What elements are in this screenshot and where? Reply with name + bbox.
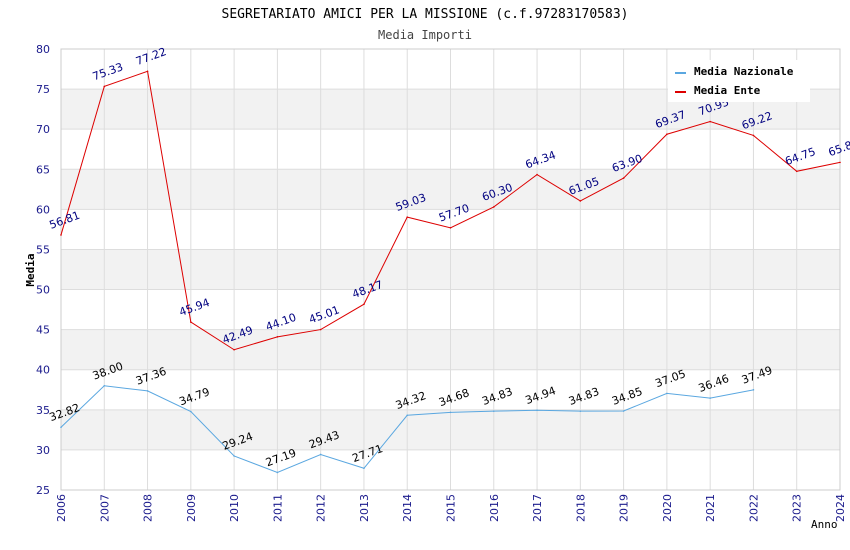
y-axis-label: Media [24,253,37,286]
point-media-ente-2007 [103,85,106,88]
point-media-nazionale-2020 [666,392,668,395]
point-media-ente-2013 [363,303,365,306]
point-media-ente-2019 [622,177,625,179]
point-media-nazionale-2009 [190,410,192,413]
data-label-media-ente-2007: 75.33 [91,60,125,83]
legend-label-media-nazionale: Media Nazionale [694,65,794,78]
x-tick-label-2018: 2018 [574,494,587,522]
point-media-ente-2015 [449,227,452,229]
point-media-ente-2009 [190,321,192,323]
data-label-media-nazionale-2014: 34.32 [394,389,428,412]
data-label-media-ente-2023: 64.75 [783,145,817,168]
x-tick-label-2013: 2013 [358,494,371,522]
grid-lines [60,48,841,491]
x-tick-label-2008: 2008 [142,494,155,522]
point-media-nazionale-2015 [449,411,452,414]
x-axis-label: Anno [811,518,838,531]
legend-box [668,60,810,102]
point-media-nazionale-2006 [60,426,62,429]
point-media-ente-2008 [146,70,149,73]
legend: Media Nazionale Media Ente [668,60,810,102]
x-tick-label-2020: 2020 [661,494,674,522]
point-media-nazionale-2017 [536,409,538,412]
point-media-ente-2010 [233,348,235,351]
point-media-nazionale-2012 [319,453,322,456]
point-media-nazionale-2016 [492,410,495,412]
x-tick-label-2011: 2011 [271,494,284,522]
data-label-media-nazionale-2015: 34.68 [437,386,471,409]
x-tick-label-2021: 2021 [704,494,717,522]
point-media-ente-2020 [666,133,668,136]
data-label-media-ente-2006: 56.81 [48,209,82,232]
y-tick-label-50: 50 [36,284,50,297]
point-media-ente-2024 [839,161,841,164]
x-tick-label-2024: 2024 [834,494,847,522]
x-axis-ticks: 2006 2007 2008 2009 2010 2011 2012 2013 2014 2015… [55,494,847,522]
point-media-nazionale-2014 [406,414,409,417]
x-tick-label-2017: 2017 [531,494,544,522]
point-media-nazionale-2008 [146,390,149,392]
point-media-ente-2023 [795,170,798,173]
y-tick-label-25: 25 [36,484,50,497]
point-media-nazionale-2011 [276,471,279,474]
data-label-media-nazionale-2020: 37.05 [653,367,687,390]
data-label-media-ente-2024: 65.86 [827,136,850,159]
y-tick-label-80: 80 [36,43,50,56]
y-tick-label-30: 30 [36,444,50,457]
point-media-nazionale-2010 [233,455,235,457]
series-lines [60,70,841,474]
y-tick-label-60: 60 [36,203,50,216]
point-media-ente-2011 [276,336,279,338]
chart-subtitle: Media Importi [378,28,472,42]
data-label-media-ente-2017: 64.34 [524,148,558,171]
x-tick-label-2006: 2006 [55,494,68,522]
x-tick-label-2015: 2015 [445,494,458,522]
x-tick-label-2007: 2007 [98,494,111,522]
x-tick-label-2016: 2016 [488,494,501,522]
point-media-ente-2017 [536,173,538,176]
plot-frame [60,48,841,491]
data-label-media-ente-2009: 45.94 [177,296,211,319]
point-media-ente-2018 [579,200,582,202]
data-label-media-nazionale-2009: 34.79 [177,385,211,408]
point-media-nazionale-2018 [579,410,582,412]
point-media-nazionale-2007 [103,384,106,387]
y-tick-label-55: 55 [36,243,50,256]
x-tick-label-2009: 2009 [185,494,198,522]
legend-label-media-ente: Media Ente [694,84,761,97]
x-tick-label-2010: 2010 [228,494,241,522]
x-tick-label-2012: 2012 [315,494,328,522]
x-tick-label-2022: 2022 [747,494,760,522]
y-tick-label-65: 65 [36,163,50,176]
point-media-nazionale-2022 [752,389,755,391]
point-media-ente-2022 [752,134,755,137]
y-tick-label-40: 40 [36,364,50,377]
point-media-ente-2012 [319,328,322,331]
y-tick-label-45: 45 [36,324,50,337]
x-tick-label-2014: 2014 [401,494,414,522]
data-label-media-nazionale-2016: 34.83 [480,385,514,408]
chart-title: SEGRETARIATO AMICI PER LA MISSIONE (c.f.… [222,7,629,22]
x-tick-label-2019: 2019 [618,494,631,522]
point-media-nazionale-2019 [622,410,625,412]
point-media-nazionale-2021 [709,397,711,399]
y-axis-ticks: 25 30 35 40 45 50 55 60 65 70 75 80 [36,43,50,497]
data-label-media-nazionale-2018: 34.83 [567,385,601,408]
point-media-nazionale-2013 [363,467,365,470]
y-tick-label-70: 70 [36,123,50,136]
y-tick-label-75: 75 [36,83,50,96]
data-label-media-nazionale-2021: 36.46 [697,372,731,395]
point-media-ente-2021 [709,120,711,123]
point-media-ente-2006 [60,234,62,236]
point-media-ente-2016 [492,206,495,208]
data-label-media-nazionale-2017: 34.94 [524,384,558,407]
x-tick-label-2023: 2023 [791,494,804,522]
y-tick-label-35: 35 [36,404,50,417]
point-media-ente-2014 [406,216,409,218]
data-label-media-ente-2012: 45.01 [307,303,341,326]
